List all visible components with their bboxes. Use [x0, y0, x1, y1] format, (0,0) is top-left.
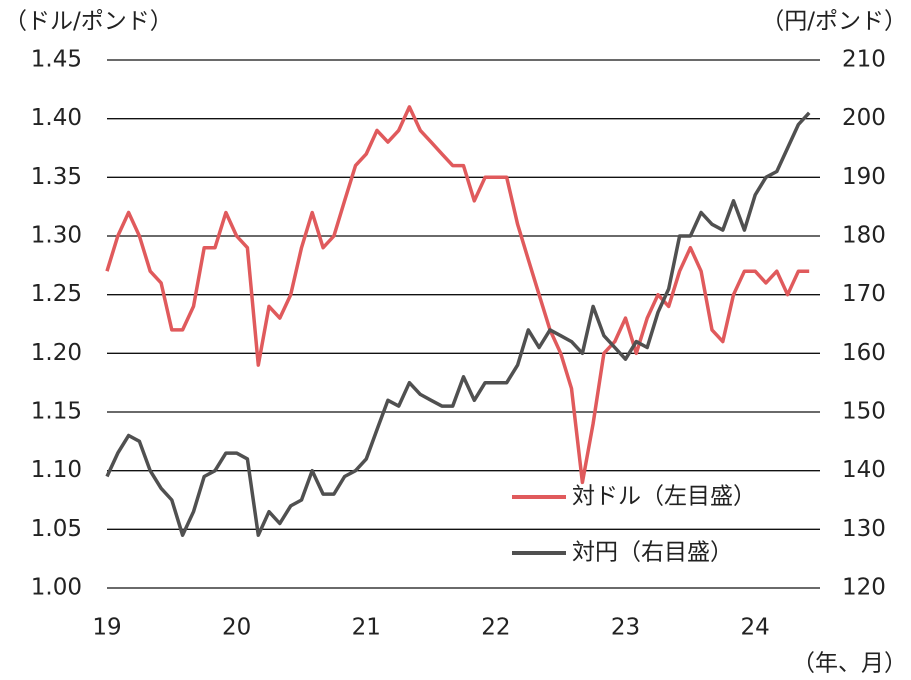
y-tick-label: 1.45 [31, 47, 82, 73]
y2-tick-label: 130 [842, 516, 886, 542]
x-tick-label: 24 [741, 615, 770, 641]
y2-tick-label: 120 [842, 575, 886, 601]
line-series [105, 111, 811, 537]
x-tick-label: 22 [481, 615, 510, 641]
y-tick-label: 1.10 [31, 457, 82, 483]
x-tick-label: 20 [222, 615, 251, 641]
x-tick-label: 23 [611, 615, 640, 641]
y-tick-label: 1.15 [31, 399, 82, 425]
y2-tick-label: 200 [842, 105, 886, 131]
y-tick-label: 1.35 [31, 164, 82, 190]
y2-tick-label: 150 [842, 399, 886, 425]
y2-tick-label: 160 [842, 340, 886, 366]
y2-tick-label: 170 [842, 281, 886, 307]
line-series [105, 105, 810, 485]
y-tick-label: 1.40 [31, 105, 82, 131]
x-tick-label: 19 [92, 615, 121, 641]
y-tick-label: 1.05 [31, 516, 82, 542]
y-tick-label: 1.25 [31, 281, 82, 307]
legend-label: 対円（右目盛） [572, 540, 733, 566]
y2-tick-label: 190 [842, 164, 886, 190]
y2-tick-label: 210 [842, 47, 886, 73]
y-tick-label: 1.30 [31, 223, 82, 249]
legend-label: 対ドル（左目盛） [572, 484, 756, 510]
y-tick-label: 1.20 [31, 340, 82, 366]
y-tick-label: 1.00 [31, 575, 82, 601]
y2-tick-label: 140 [842, 457, 886, 483]
y2-axis-label: （円/ポンド） [761, 9, 907, 35]
x-tick-label: 21 [352, 615, 381, 641]
x-axis-label: （年、月） [792, 651, 907, 677]
y-axis-label: （ドル/ポンド） [4, 9, 173, 35]
y2-tick-label: 180 [842, 223, 886, 249]
